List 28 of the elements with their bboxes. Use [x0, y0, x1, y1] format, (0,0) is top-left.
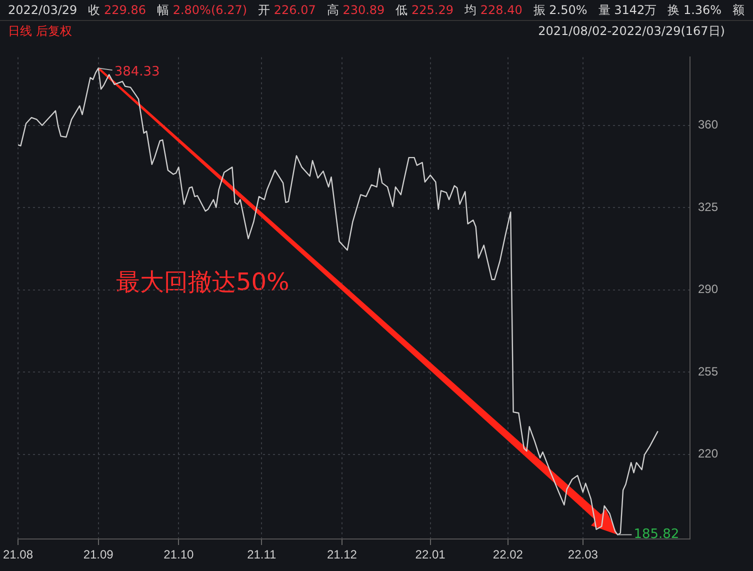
text: 开 226.07: [258, 3, 316, 17]
text: 量 3142万: [598, 3, 657, 17]
y-tick-label: 220: [698, 446, 718, 461]
text: 高 230.89: [326, 3, 385, 17]
annotation: 185.82: [634, 527, 680, 542]
text: 均 228.40: [464, 3, 522, 17]
x-tick-label: 22.02: [492, 548, 524, 562]
y-tick-label: 255: [698, 364, 718, 378]
text: 换 1.36%: [668, 3, 722, 17]
x-tick-label: 21.09: [83, 548, 114, 562]
x-tick-label: 22.01: [415, 548, 446, 562]
text: 2021/08/02-2022/03/29(167日): [538, 23, 725, 40]
y-tick-label: 325: [698, 200, 718, 214]
text: 幅 2.80%(6.27): [157, 3, 248, 17]
y-tick-label: 360: [698, 118, 718, 132]
text: 振 2.50%: [533, 3, 588, 17]
text: 低 225.29: [396, 3, 454, 17]
x-tick-label: 21.11: [247, 548, 277, 562]
y-tick-label: 290: [698, 282, 718, 296]
x-tick-label: 22.03: [568, 548, 598, 562]
x-tick-label: 21.08: [3, 548, 34, 562]
text: 2022/03/29: [8, 3, 78, 17]
x-tick-label: 21.10: [164, 548, 194, 562]
text: 收 229.86: [88, 3, 146, 17]
text: 额: [732, 3, 745, 17]
chart-subtitle: 日线 后复权: [8, 23, 72, 40]
annotation: 384.33: [114, 64, 160, 80]
x-tick-label: 21.12: [326, 548, 358, 562]
